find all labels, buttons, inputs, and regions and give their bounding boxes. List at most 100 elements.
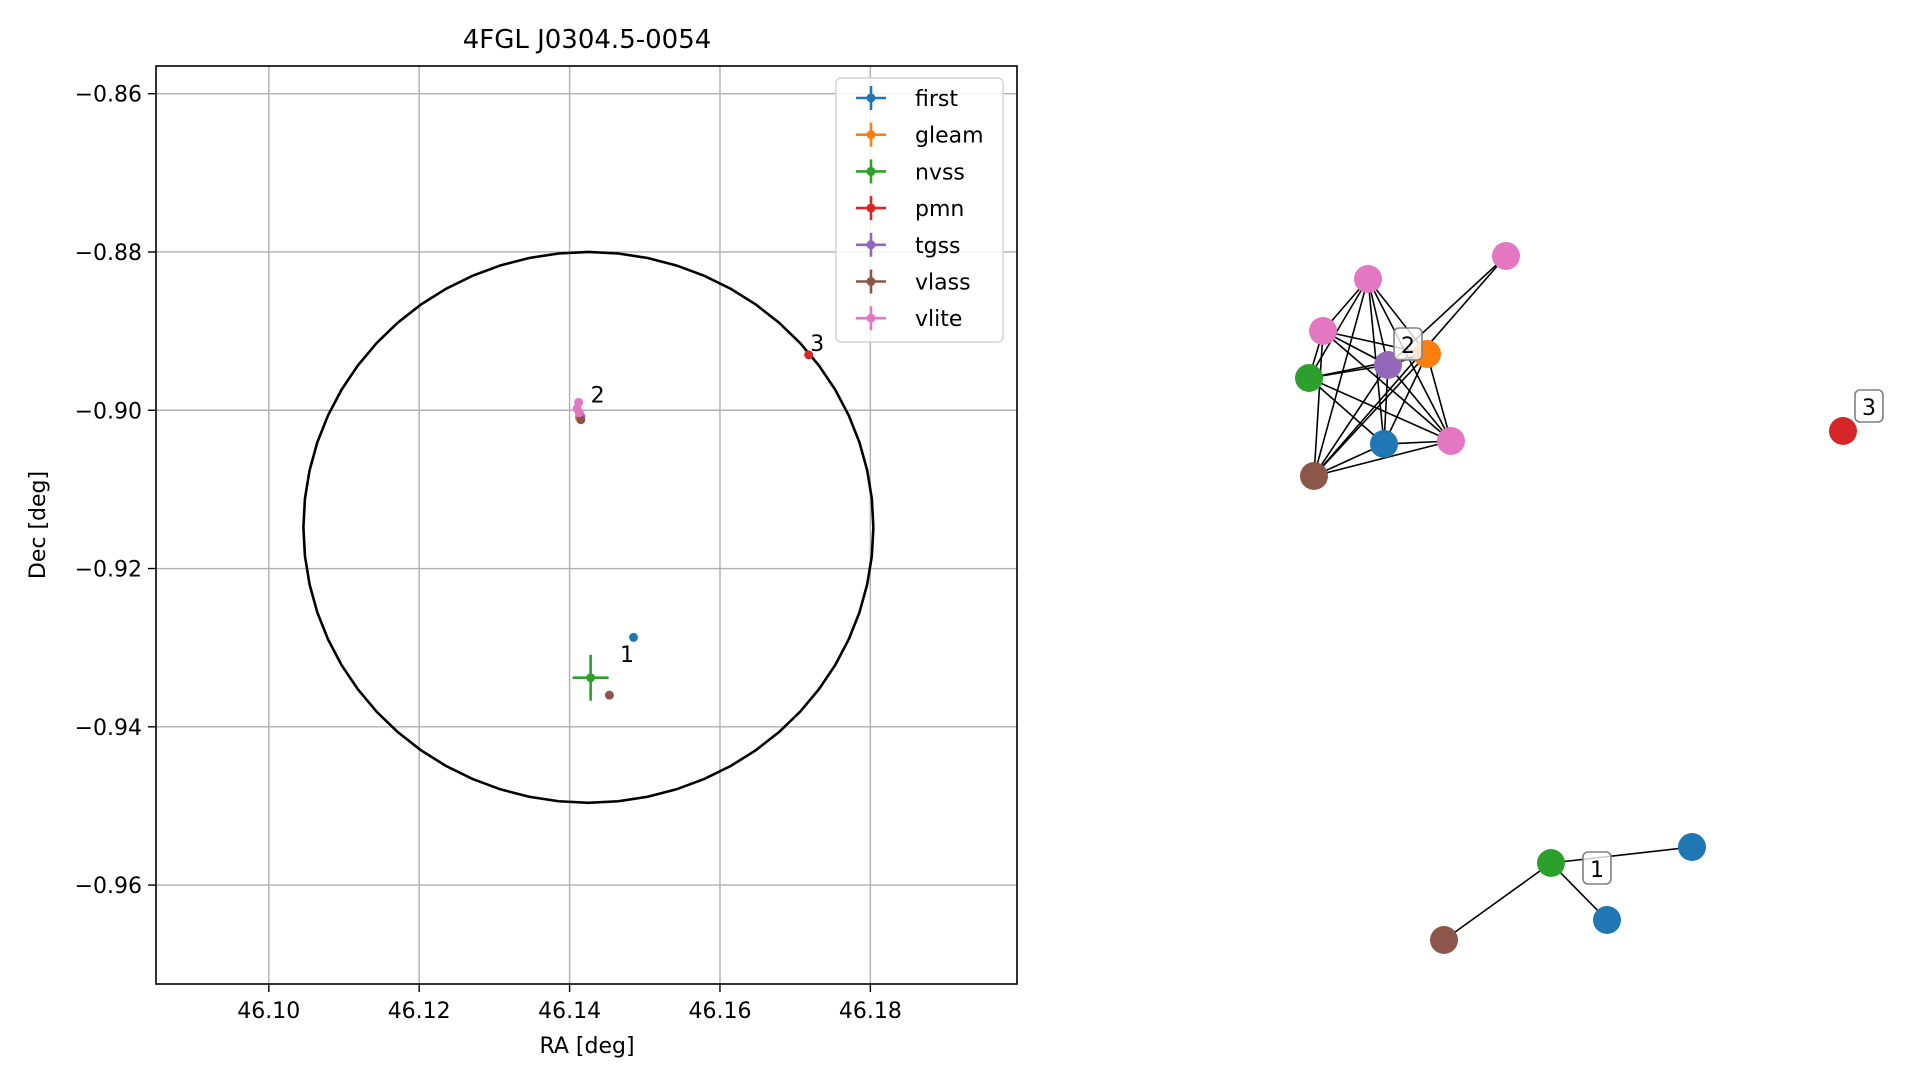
network-edge bbox=[1550, 846, 1693, 864]
network-node bbox=[1354, 265, 1382, 293]
legend-entry-first: first bbox=[856, 86, 958, 112]
annotation-label: 2 bbox=[591, 383, 605, 408]
x-axis-ticks: 46.10 46.12 46.14 46.16 46.18 bbox=[237, 984, 902, 1024]
x-tick-label: 46.12 bbox=[388, 999, 451, 1024]
legend-swatch-marker bbox=[866, 313, 876, 323]
cluster-label-text: 3 bbox=[1862, 396, 1876, 421]
legend-label: gleam bbox=[915, 124, 984, 149]
network-edge bbox=[1313, 440, 1452, 477]
data-point-nvss bbox=[572, 654, 609, 701]
network-edge bbox=[1322, 330, 1452, 442]
legend-swatch-marker bbox=[866, 93, 876, 103]
legend-label: pmn bbox=[915, 197, 964, 222]
y-tick-label: −0.86 bbox=[75, 83, 142, 108]
data-point-first bbox=[628, 632, 638, 642]
legend-entries: first gleam nvss pmn tgss vlass vlite bbox=[856, 86, 984, 332]
network-edge bbox=[1313, 255, 1507, 477]
cluster-label-text: 2 bbox=[1401, 334, 1415, 359]
uncertainty-ellipse bbox=[302, 250, 875, 805]
network-node bbox=[1295, 364, 1323, 392]
network-node bbox=[1829, 417, 1857, 445]
point-marker bbox=[586, 673, 596, 683]
legend-label: nvss bbox=[915, 160, 965, 185]
legend-entry-vlite: vlite bbox=[856, 306, 962, 332]
network-edge bbox=[1387, 364, 1452, 442]
legend-entry-vlass: vlass bbox=[856, 269, 971, 296]
legend-swatch-marker bbox=[866, 240, 876, 250]
data-point-vlass bbox=[576, 415, 586, 425]
scatter-points bbox=[572, 350, 814, 701]
point-marker bbox=[804, 350, 814, 360]
legend-entry-gleam: gleam bbox=[856, 122, 984, 149]
network-edge bbox=[1308, 377, 1385, 445]
legend-entry-nvss: nvss bbox=[856, 159, 965, 185]
x-axis-title: RA [deg] bbox=[539, 1034, 634, 1059]
point-marker bbox=[604, 690, 614, 700]
x-tick-label: 46.18 bbox=[839, 999, 902, 1024]
network-edge bbox=[1313, 364, 1389, 477]
network-node bbox=[1300, 462, 1328, 490]
legend-swatch-marker bbox=[866, 203, 876, 213]
legend-label: first bbox=[915, 87, 958, 112]
network-node bbox=[1309, 317, 1337, 345]
cluster-label-box bbox=[1393, 327, 1423, 361]
legend-box bbox=[835, 77, 1004, 343]
scatter-grid bbox=[156, 66, 1017, 984]
scatter-annotations: 1 2 3 bbox=[591, 332, 825, 668]
point-marker bbox=[574, 408, 584, 418]
x-tick-label: 46.10 bbox=[237, 999, 300, 1024]
cluster-label-text: 1 bbox=[1590, 858, 1604, 883]
network-edge bbox=[1367, 278, 1389, 366]
legend-label: vlite bbox=[915, 307, 962, 332]
cluster-label: 1 bbox=[1582, 851, 1612, 885]
legend-label: tgss bbox=[915, 234, 961, 259]
network-edge bbox=[1313, 353, 1428, 477]
legend-entry-pmn: pmn bbox=[856, 196, 964, 222]
point-marker bbox=[576, 415, 586, 425]
y-tick-label: −0.92 bbox=[75, 558, 142, 583]
network-cluster-labels: 1 2 3 bbox=[1393, 327, 1884, 885]
network-edge bbox=[1308, 278, 1369, 379]
data-point-vlass bbox=[604, 690, 614, 700]
cluster-label: 3 bbox=[1854, 389, 1884, 423]
y-tick-label: −0.90 bbox=[75, 399, 142, 424]
cluster-label-box bbox=[1582, 851, 1612, 885]
legend-swatch-marker bbox=[866, 166, 876, 176]
uncertainty-ellipse-line bbox=[302, 250, 875, 805]
legend-entry-tgss: tgss bbox=[856, 232, 961, 259]
network-edges bbox=[1308, 255, 1693, 941]
cluster-label: 2 bbox=[1393, 327, 1423, 361]
annotation-label: 1 bbox=[620, 643, 634, 668]
legend-swatch-marker bbox=[866, 130, 876, 140]
x-tick-label: 46.14 bbox=[538, 999, 601, 1024]
network-edge bbox=[1426, 353, 1452, 442]
network-node bbox=[1430, 926, 1458, 954]
network-nodes bbox=[1295, 242, 1857, 954]
network-node bbox=[1370, 430, 1398, 458]
data-point-vlite bbox=[574, 408, 584, 418]
y-tick-label: −0.88 bbox=[75, 241, 142, 266]
data-point-pmn bbox=[804, 350, 814, 360]
y-axis-ticks: −0.86 −0.88 −0.90 −0.92 −0.94 −0.96 bbox=[75, 83, 156, 899]
network-node bbox=[1437, 427, 1465, 455]
network-node bbox=[1678, 833, 1706, 861]
chart-title: 4FGL J0304.5-0054 bbox=[463, 25, 712, 55]
network-node bbox=[1492, 242, 1520, 270]
network-node bbox=[1593, 906, 1621, 934]
legend-swatch-marker bbox=[866, 277, 876, 286]
plot-frame bbox=[155, 65, 1018, 985]
network-edge bbox=[1313, 330, 1324, 477]
legend-label: vlass bbox=[915, 271, 971, 296]
legend: first gleam nvss pmn tgss vlass vlite bbox=[835, 77, 1004, 343]
y-tick-label: −0.96 bbox=[75, 874, 142, 899]
annotation-label: 3 bbox=[810, 332, 824, 357]
network-edge bbox=[1443, 862, 1552, 941]
network-node bbox=[1537, 849, 1565, 877]
y-tick-label: −0.94 bbox=[75, 716, 142, 741]
network-edge bbox=[1383, 353, 1428, 445]
network-edge bbox=[1313, 278, 1369, 477]
x-tick-label: 46.16 bbox=[688, 999, 751, 1024]
point-marker bbox=[628, 632, 638, 642]
cluster-label-box bbox=[1854, 389, 1884, 423]
